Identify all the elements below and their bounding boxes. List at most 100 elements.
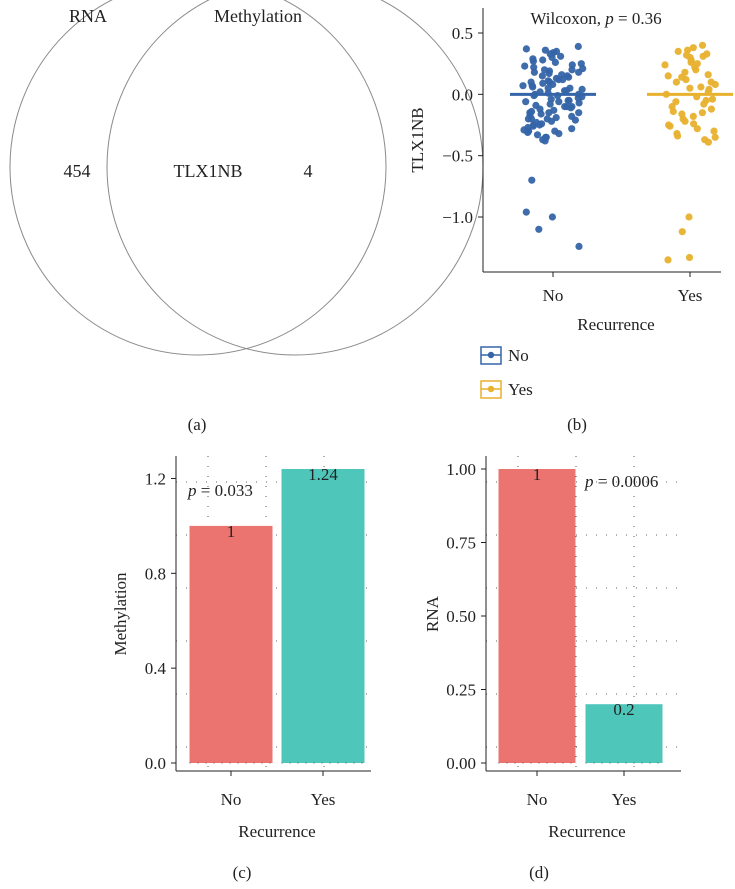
data-point-no bbox=[528, 82, 536, 90]
data-point-no bbox=[528, 176, 536, 184]
data-point-yes bbox=[682, 51, 691, 59]
data-point-no bbox=[551, 127, 559, 135]
data-point-yes bbox=[711, 133, 719, 141]
data-point-yes bbox=[664, 256, 672, 264]
y-tick-label: 0.25 bbox=[446, 681, 476, 700]
data-point-no bbox=[522, 45, 531, 53]
data-point-no bbox=[529, 57, 538, 65]
bar-yes bbox=[281, 469, 365, 763]
x-tick-label: No bbox=[221, 790, 242, 809]
bar-panel-methylation: 0.0 0.4 0.8 1.2 No Yes 1 1.24 p = 0.033 Methy… bbox=[111, 456, 371, 841]
scatter-panel: 0.50.0−0.5−1.0 No Yes Wilcoxon, p = 0.36 … bbox=[408, 8, 733, 399]
data-point-no bbox=[521, 62, 529, 70]
data-point-yes bbox=[708, 95, 717, 103]
data-point-yes bbox=[687, 58, 695, 66]
panel-label-c: (c) bbox=[233, 863, 252, 882]
data-point-no bbox=[527, 115, 536, 123]
legend-item-yes: Yes bbox=[480, 380, 533, 399]
venn-intersection-label: TLX1NB bbox=[174, 161, 243, 181]
data-point-no bbox=[539, 79, 547, 87]
data-point-no bbox=[564, 96, 572, 105]
p-symbol: p bbox=[604, 9, 614, 28]
y-tick-label: 0.5 bbox=[452, 24, 473, 43]
venn-circle-methylation bbox=[106, 0, 484, 356]
data-point-no bbox=[536, 121, 544, 129]
data-point-no bbox=[546, 78, 554, 86]
p-symbol: p bbox=[187, 481, 197, 500]
p-symbol: p bbox=[584, 472, 594, 491]
bar-panel-rna: 0.00 0.25 0.50 0.75 1.00 No Yes 1 0.2 p = 0.00… bbox=[423, 456, 681, 841]
data-point-yes bbox=[682, 76, 690, 84]
y-axis-label: TLX1NB bbox=[408, 107, 427, 172]
x-axis-label: Recurrence bbox=[548, 822, 625, 841]
data-point-yes bbox=[669, 107, 677, 116]
bar-value-label: 1.24 bbox=[308, 465, 338, 484]
y-tick-label: −1.0 bbox=[442, 208, 473, 227]
y-tick-label: 0.00 bbox=[446, 754, 476, 773]
panel-label-b: (b) bbox=[567, 415, 587, 434]
data-point-no bbox=[530, 68, 539, 76]
data-point-no bbox=[571, 116, 580, 124]
data-point-no bbox=[542, 133, 550, 141]
bar-value-label: 1 bbox=[533, 465, 542, 484]
venn-circle-rna bbox=[9, 0, 387, 356]
venn-label-methylation: Methylation bbox=[214, 6, 302, 26]
y-tick-label: 0.0 bbox=[452, 85, 473, 104]
data-point-no bbox=[555, 76, 563, 84]
data-point-no bbox=[540, 66, 549, 74]
data-point-no bbox=[539, 56, 547, 64]
data-point-no bbox=[568, 103, 576, 111]
x-axis-label: Recurrence bbox=[238, 822, 315, 841]
data-point-no bbox=[574, 42, 582, 51]
data-point-no bbox=[535, 225, 543, 233]
x-tick-label: Yes bbox=[311, 790, 336, 809]
p-value: = 0.0006 bbox=[594, 472, 659, 491]
data-point-no bbox=[575, 99, 583, 107]
data-point-no bbox=[575, 109, 583, 117]
data-point-yes bbox=[678, 228, 686, 236]
data-point-yes bbox=[693, 125, 701, 133]
data-point-no bbox=[575, 242, 583, 250]
y-tick-label: −0.5 bbox=[442, 147, 473, 166]
data-point-no bbox=[548, 53, 556, 62]
data-point-yes bbox=[665, 121, 673, 129]
data-point-yes bbox=[697, 83, 705, 91]
data-point-no bbox=[555, 98, 563, 106]
data-point-yes bbox=[702, 96, 710, 105]
y-tick-label: 0.0 bbox=[145, 754, 166, 773]
data-point-yes bbox=[672, 78, 681, 86]
bar-yes bbox=[585, 704, 663, 763]
data-point-yes bbox=[699, 52, 707, 60]
data-point-yes bbox=[710, 127, 718, 135]
data-point-yes bbox=[686, 84, 694, 92]
x-axis-label: Recurrence bbox=[577, 315, 654, 334]
data-point-yes bbox=[692, 66, 700, 74]
bar-value-label: 1 bbox=[227, 522, 236, 541]
venn-count-rna-only: 454 bbox=[64, 161, 91, 181]
data-point-no bbox=[548, 213, 557, 221]
data-point-yes bbox=[674, 132, 682, 140]
x-tick-label: No bbox=[527, 790, 548, 809]
data-point-yes bbox=[689, 44, 697, 52]
panel-label-a: (a) bbox=[188, 415, 207, 434]
data-point-no bbox=[525, 127, 533, 135]
wilcoxon-prefix: Wilcoxon, bbox=[530, 9, 605, 28]
y-tick-label: 0.8 bbox=[145, 564, 166, 583]
data-point-no bbox=[545, 109, 553, 117]
data-point-no bbox=[537, 110, 545, 118]
data-point-yes bbox=[685, 253, 694, 262]
legend: No Yes bbox=[480, 346, 533, 399]
data-point-no bbox=[538, 72, 547, 80]
data-point-yes bbox=[672, 98, 680, 106]
data-point-no bbox=[546, 100, 554, 108]
data-point-yes bbox=[690, 120, 698, 128]
y-tick-label: 0.4 bbox=[145, 659, 167, 678]
legend-item-no: No bbox=[480, 346, 529, 365]
data-point-yes bbox=[681, 117, 689, 125]
data-point-no bbox=[533, 131, 542, 139]
data-point-no bbox=[563, 72, 571, 80]
data-point-no bbox=[547, 117, 556, 125]
data-point-no bbox=[522, 98, 530, 106]
y-axis-label: Methylation bbox=[111, 572, 130, 656]
